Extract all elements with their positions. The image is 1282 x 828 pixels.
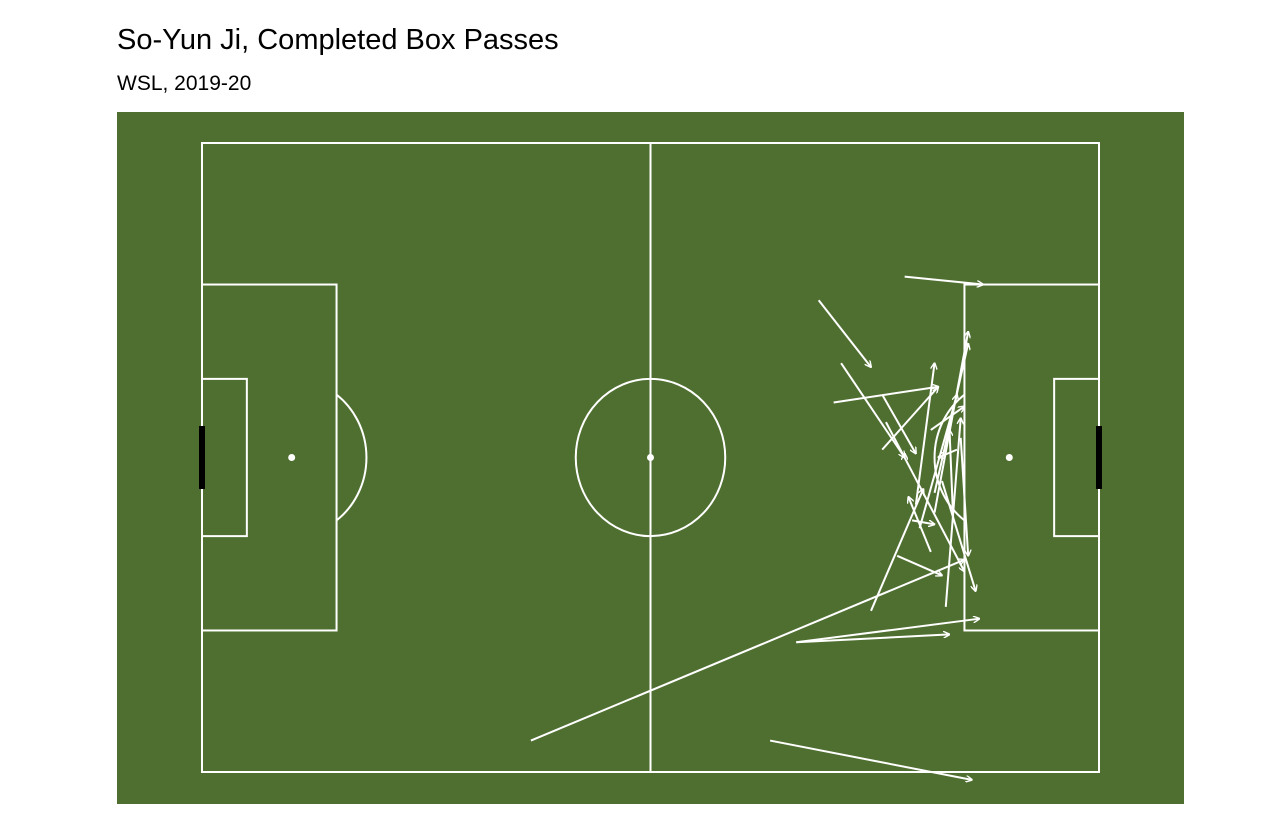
left-penalty-spot — [288, 454, 296, 461]
right-penalty-spot — [1005, 454, 1013, 461]
pass-arrow — [933, 332, 969, 513]
pitch-markings — [199, 142, 1102, 773]
right-penalty-arc — [933, 393, 966, 522]
pass-arrow — [944, 418, 961, 607]
pass-arrow — [959, 437, 968, 556]
pass-arrow — [530, 560, 965, 742]
pass-arrow — [930, 406, 965, 431]
pass-arrow — [881, 387, 938, 451]
pitch-svg — [117, 112, 1184, 804]
pass-arrow — [941, 480, 976, 591]
pass-arrow — [938, 448, 958, 458]
pass-arrow — [881, 394, 916, 454]
pass-arrow — [904, 275, 983, 285]
pass-arrow — [914, 363, 935, 505]
pass-arrow — [896, 554, 942, 576]
passes-layer — [530, 275, 983, 780]
pass-arrow — [908, 497, 932, 553]
pass-arrow — [796, 634, 949, 644]
chart-title: So-Yun Ji, Completed Box Passes — [117, 24, 559, 56]
center-spot — [647, 454, 654, 461]
pass-arrow — [870, 489, 923, 612]
pass-arrow — [950, 430, 955, 521]
pass-arrow — [833, 387, 939, 404]
pitch-plot — [117, 112, 1184, 804]
pass-arrow — [817, 299, 871, 367]
center-circle — [574, 377, 727, 538]
pass-arrow — [840, 362, 905, 457]
pass-arrow — [796, 619, 979, 644]
pass-arrow — [769, 739, 972, 780]
chart-subtitle: WSL, 2019-20 — [117, 72, 252, 95]
pass-arrow — [911, 519, 934, 524]
left-penalty-arc — [335, 393, 368, 522]
